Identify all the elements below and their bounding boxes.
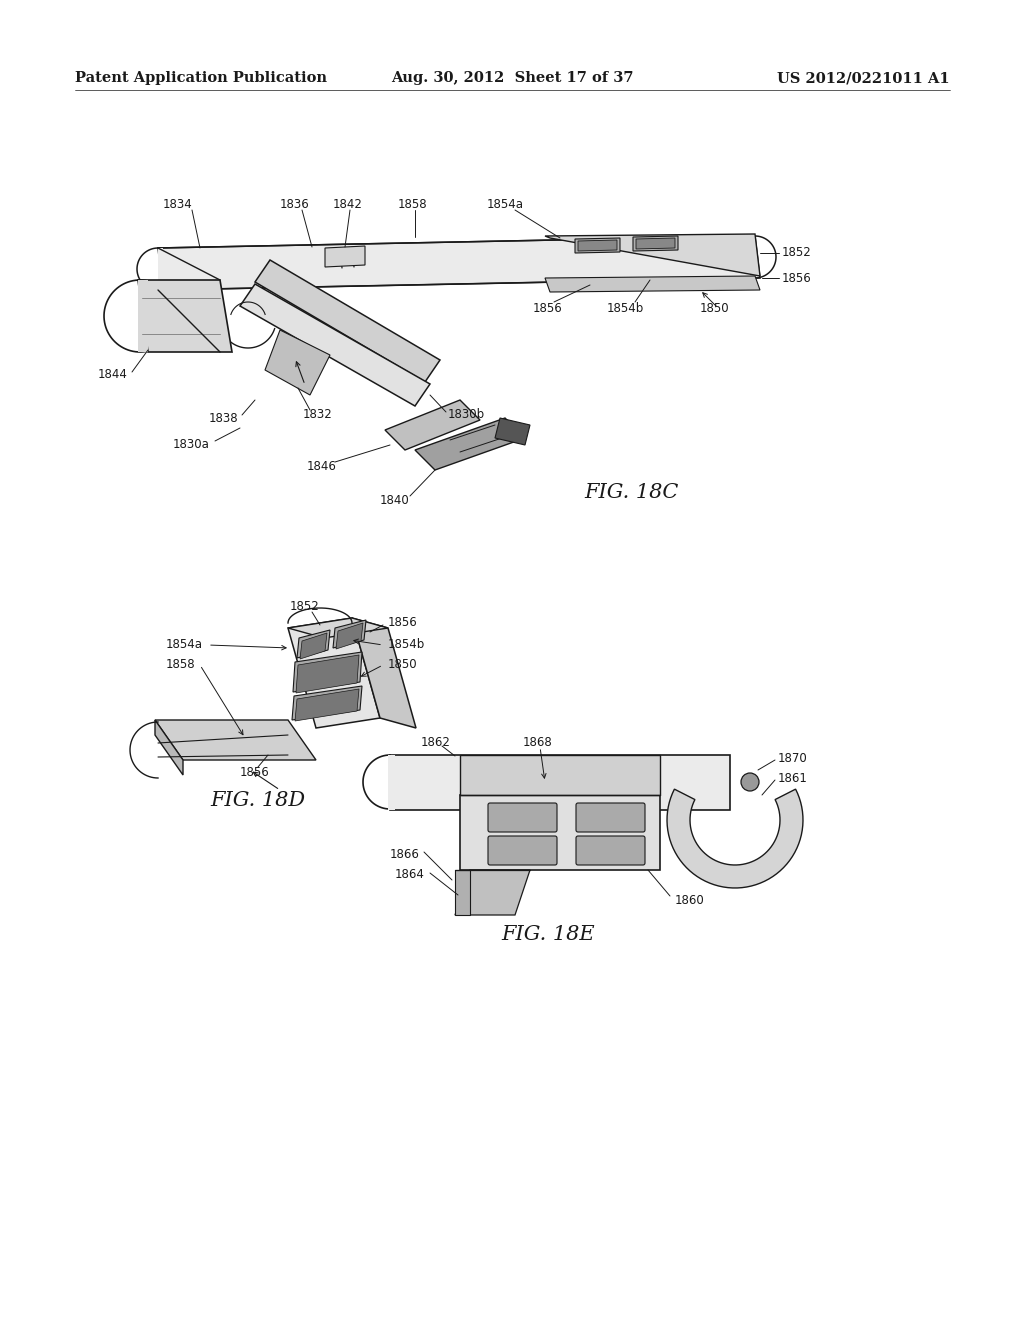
Polygon shape [255, 260, 440, 381]
Text: 1856: 1856 [240, 766, 270, 779]
Text: 1850: 1850 [700, 301, 730, 314]
FancyBboxPatch shape [488, 803, 557, 832]
Polygon shape [288, 618, 380, 729]
Text: 1856: 1856 [388, 615, 418, 628]
Polygon shape [575, 238, 620, 253]
Text: 1830b: 1830b [449, 408, 485, 421]
Polygon shape [158, 248, 163, 290]
Text: 1852: 1852 [782, 247, 812, 260]
Text: 1858: 1858 [165, 659, 195, 672]
Text: 1858: 1858 [397, 198, 427, 211]
Polygon shape [297, 630, 330, 657]
Text: 1850: 1850 [388, 659, 418, 672]
Polygon shape [155, 719, 183, 775]
Polygon shape [288, 618, 388, 638]
Text: 1862: 1862 [421, 735, 451, 748]
Polygon shape [385, 400, 480, 450]
Text: 1870: 1870 [778, 751, 808, 764]
Polygon shape [388, 755, 395, 810]
Polygon shape [296, 655, 359, 693]
Text: 1832: 1832 [303, 408, 333, 421]
Text: 1856: 1856 [782, 272, 812, 285]
Text: FIG. 18E: FIG. 18E [501, 925, 595, 945]
Polygon shape [155, 719, 316, 760]
Text: 1866: 1866 [390, 849, 420, 862]
Text: 1861: 1861 [778, 771, 808, 784]
Polygon shape [667, 789, 803, 888]
Polygon shape [390, 755, 730, 810]
Polygon shape [292, 686, 362, 719]
Text: 1854a: 1854a [166, 639, 203, 652]
Text: FIG. 18C: FIG. 18C [585, 483, 679, 502]
Polygon shape [138, 280, 232, 352]
Polygon shape [636, 238, 675, 249]
Polygon shape [455, 870, 470, 915]
Polygon shape [455, 870, 530, 915]
Polygon shape [633, 236, 678, 251]
Text: FIG. 18D: FIG. 18D [211, 791, 305, 809]
FancyBboxPatch shape [575, 803, 645, 832]
Text: 1836: 1836 [281, 198, 310, 211]
Polygon shape [240, 284, 430, 407]
Text: Aug. 30, 2012  Sheet 17 of 37: Aug. 30, 2012 Sheet 17 of 37 [391, 71, 633, 84]
Polygon shape [495, 418, 530, 445]
Text: 1854b: 1854b [606, 301, 644, 314]
FancyBboxPatch shape [488, 836, 557, 865]
Text: 1838: 1838 [208, 412, 238, 425]
Polygon shape [415, 418, 525, 470]
Text: 1830a: 1830a [173, 437, 210, 450]
Polygon shape [336, 623, 362, 649]
Text: 1868: 1868 [523, 735, 553, 748]
Polygon shape [352, 618, 416, 729]
FancyBboxPatch shape [575, 836, 645, 865]
Polygon shape [295, 689, 359, 721]
Text: 1846: 1846 [307, 459, 337, 473]
Text: 1844: 1844 [98, 368, 128, 381]
Polygon shape [460, 795, 660, 870]
Text: 1854b: 1854b [388, 639, 425, 652]
Text: 1854a: 1854a [486, 198, 523, 211]
Text: 1842: 1842 [333, 198, 362, 211]
Polygon shape [460, 755, 660, 795]
Text: 1840: 1840 [380, 494, 410, 507]
Text: Patent Application Publication: Patent Application Publication [75, 71, 327, 84]
Polygon shape [545, 276, 760, 292]
Text: 1860: 1860 [675, 894, 705, 907]
Polygon shape [578, 240, 617, 251]
Polygon shape [545, 234, 760, 276]
Polygon shape [293, 652, 362, 692]
Text: 1834: 1834 [163, 198, 193, 211]
Circle shape [741, 774, 759, 791]
Polygon shape [138, 280, 148, 352]
Text: 1852: 1852 [290, 601, 319, 614]
Polygon shape [300, 634, 327, 659]
Text: 1856: 1856 [534, 301, 563, 314]
Polygon shape [333, 620, 366, 648]
Polygon shape [158, 236, 760, 290]
Polygon shape [325, 246, 365, 267]
Text: 1864: 1864 [395, 869, 425, 882]
Polygon shape [265, 330, 330, 395]
Text: US 2012/0221011 A1: US 2012/0221011 A1 [777, 71, 950, 84]
